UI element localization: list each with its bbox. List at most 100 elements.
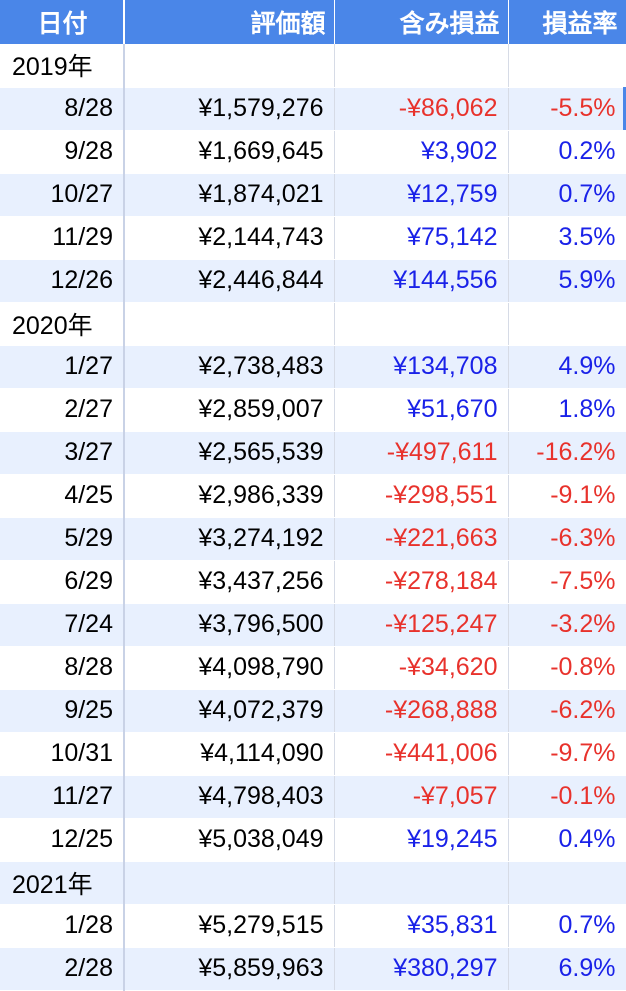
cell-value[interactable]: ¥3,796,500 xyxy=(124,603,335,647)
cell-gain[interactable]: ¥75,142 xyxy=(334,216,509,260)
cell-value[interactable]: ¥2,565,539 xyxy=(124,431,335,475)
cell-value[interactable]: ¥4,072,379 xyxy=(124,689,335,733)
cell-gain[interactable]: -¥125,247 xyxy=(334,603,509,647)
cell-gain[interactable]: -¥7,057 xyxy=(334,775,509,819)
cell-rate[interactable]: 0.7% xyxy=(508,173,626,217)
cell-value[interactable]: ¥5,859,963 xyxy=(124,947,335,991)
cell-date[interactable]: 3/27 xyxy=(0,431,125,475)
table-row: 8/28 ¥4,098,790 -¥34,620 -0.8% xyxy=(0,646,626,690)
cell-rate[interactable]: 0.7% xyxy=(508,904,626,948)
cell-value[interactable]: ¥3,274,192 xyxy=(124,517,335,561)
cell-gain[interactable]: -¥441,006 xyxy=(334,732,509,776)
cell-value[interactable]: ¥4,098,790 xyxy=(124,646,335,690)
cell-value[interactable]: ¥1,874,021 xyxy=(124,173,335,217)
cell-value[interactable]: ¥2,738,483 xyxy=(124,345,335,389)
cell-rate[interactable]: 6.9% xyxy=(508,947,626,991)
cell-value[interactable]: ¥1,579,276 xyxy=(124,87,335,131)
cell-gain[interactable]: ¥12,759 xyxy=(334,173,509,217)
cell-rate[interactable]: -7.5% xyxy=(508,560,626,604)
cell-date[interactable]: 2/27 xyxy=(0,388,125,432)
cell-gain[interactable] xyxy=(334,44,509,88)
cell-gain[interactable]: -¥268,888 xyxy=(334,689,509,733)
cell-value[interactable]: ¥2,986,339 xyxy=(124,474,335,518)
table-row: 12/26 ¥2,446,844 ¥144,556 5.9% xyxy=(0,259,626,303)
cell-rate[interactable]: 1.8% xyxy=(508,388,626,432)
cell-value[interactable]: ¥2,446,844 xyxy=(124,259,335,303)
cell-rate[interactable]: 0.2% xyxy=(508,130,626,174)
cell-value[interactable] xyxy=(124,861,335,905)
cell-gain[interactable]: ¥51,670 xyxy=(334,388,509,432)
cell-date[interactable]: 12/26 xyxy=(0,259,125,303)
cell-date[interactable]: 12/25 xyxy=(0,818,125,862)
table-row: 9/25 ¥4,072,379 -¥268,888 -6.2% xyxy=(0,689,626,733)
header-rate[interactable]: 損益率 xyxy=(508,0,626,44)
cell-rate[interactable]: 0.4% xyxy=(508,818,626,862)
cell-rate[interactable] xyxy=(508,302,626,346)
cell-value[interactable]: ¥2,144,743 xyxy=(124,216,335,260)
cell-rate[interactable]: -9.7% xyxy=(508,732,626,776)
cell-value[interactable]: ¥5,279,515 xyxy=(124,904,335,948)
cell-rate[interactable]: -0.8% xyxy=(508,646,626,690)
cell-value[interactable]: ¥4,114,090 xyxy=(124,732,335,776)
cell-date[interactable]: 6/29 xyxy=(0,560,125,604)
cell-date[interactable]: 10/27 xyxy=(0,173,125,217)
cell-date[interactable]: 9/28 xyxy=(0,130,125,174)
cell-date[interactable]: 1/27 xyxy=(0,345,125,389)
cell-gain[interactable]: ¥3,902 xyxy=(334,130,509,174)
cell-date[interactable]: 5/29 xyxy=(0,517,125,561)
table-row: 8/28 ¥1,579,276 -¥86,062 -5.5% xyxy=(0,87,626,131)
cell-rate[interactable]: 5.9% xyxy=(508,259,626,303)
cell-date[interactable]: 9/25 xyxy=(0,689,125,733)
cell-date[interactable]: 11/27 xyxy=(0,775,125,819)
cell-date[interactable]: 2019年 xyxy=(0,44,125,88)
header-date[interactable]: 日付 xyxy=(0,0,125,44)
cell-rate[interactable]: -9.1% xyxy=(508,474,626,518)
cell-date[interactable]: 2021年 xyxy=(0,861,125,905)
cell-gain[interactable] xyxy=(334,861,509,905)
cell-date[interactable]: 10/31 xyxy=(0,732,125,776)
cell-gain[interactable]: ¥380,297 xyxy=(334,947,509,991)
cell-rate[interactable] xyxy=(508,44,626,88)
cell-value[interactable]: ¥3,437,256 xyxy=(124,560,335,604)
cell-date[interactable]: 1/28 xyxy=(0,904,125,948)
cell-value[interactable]: ¥4,798,403 xyxy=(124,775,335,819)
cell-rate[interactable] xyxy=(508,861,626,905)
header-value[interactable]: 評価額 xyxy=(124,0,335,44)
cell-gain[interactable]: ¥19,245 xyxy=(334,818,509,862)
cell-gain[interactable]: ¥144,556 xyxy=(334,259,509,303)
header-gain[interactable]: 含み損益 xyxy=(334,0,509,44)
cell-date[interactable]: 8/28 xyxy=(0,87,125,131)
cell-date[interactable]: 2/28 xyxy=(0,947,125,991)
cell-value[interactable]: ¥5,038,049 xyxy=(124,818,335,862)
table-row: 11/27 ¥4,798,403 -¥7,057 -0.1% xyxy=(0,775,626,819)
cell-date[interactable]: 2020年 xyxy=(0,302,125,346)
cell-date[interactable]: 11/29 xyxy=(0,216,125,260)
cell-value[interactable]: ¥2,859,007 xyxy=(124,388,335,432)
table-row: 12/25 ¥5,038,049 ¥19,245 0.4% xyxy=(0,818,626,862)
cell-value[interactable] xyxy=(124,302,335,346)
cell-date[interactable]: 8/28 xyxy=(0,646,125,690)
cell-gain[interactable]: -¥278,184 xyxy=(334,560,509,604)
cell-date[interactable]: 7/24 xyxy=(0,603,125,647)
cell-rate[interactable]: -6.2% xyxy=(508,689,626,733)
cell-gain[interactable]: -¥298,551 xyxy=(334,474,509,518)
cell-rate[interactable]: -0.1% xyxy=(508,775,626,819)
cell-gain[interactable]: -¥497,611 xyxy=(334,431,509,475)
cell-gain[interactable]: -¥86,062 xyxy=(334,87,509,131)
cell-value[interactable]: ¥1,669,645 xyxy=(124,130,335,174)
cell-gain[interactable]: -¥221,663 xyxy=(334,517,509,561)
cell-gain[interactable]: -¥34,620 xyxy=(334,646,509,690)
cell-rate[interactable]: -5.5% xyxy=(508,87,626,131)
cell-rate[interactable]: 3.5% xyxy=(508,216,626,260)
cell-gain[interactable] xyxy=(334,302,509,346)
cell-value[interactable] xyxy=(124,44,335,88)
cell-gain[interactable]: ¥35,831 xyxy=(334,904,509,948)
cell-rate[interactable]: -16.2% xyxy=(508,431,626,475)
cell-rate[interactable]: -3.2% xyxy=(508,603,626,647)
cell-rate[interactable]: 4.9% xyxy=(508,345,626,389)
cell-date[interactable]: 4/25 xyxy=(0,474,125,518)
header-row: 日付 評価額 含み損益 損益率 xyxy=(0,0,626,44)
year-row: 2020年 xyxy=(0,302,626,346)
cell-gain[interactable]: ¥134,708 xyxy=(334,345,509,389)
cell-rate[interactable]: -6.3% xyxy=(508,517,626,561)
